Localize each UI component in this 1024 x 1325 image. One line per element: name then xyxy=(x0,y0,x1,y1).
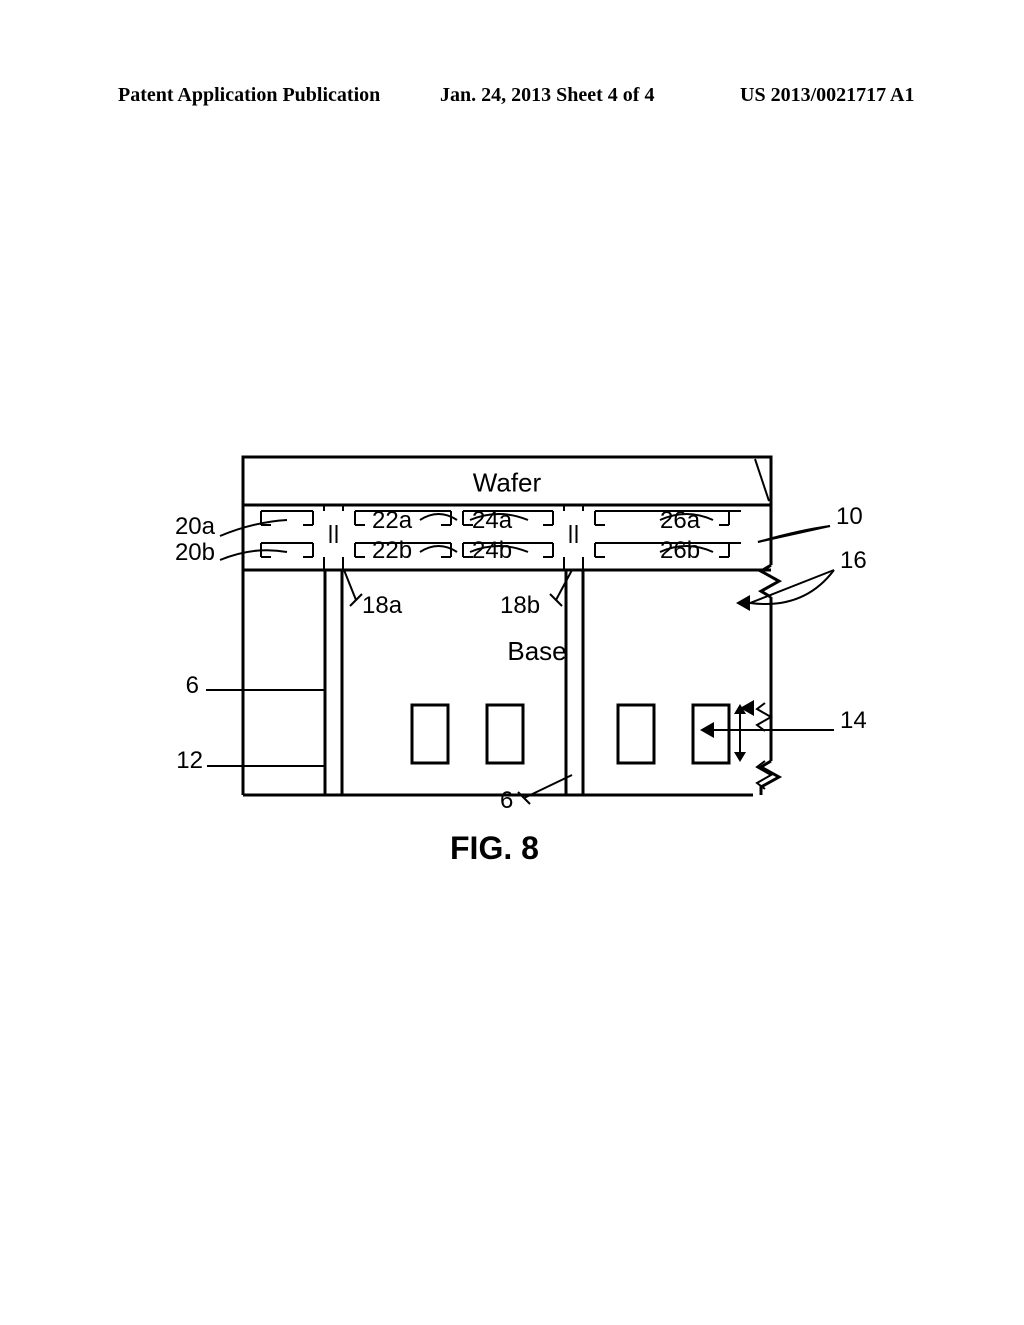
figure-area: WaferBase20a20b22a22b24a24b26a26b18a18b6… xyxy=(0,0,1024,1320)
svg-text:22b: 22b xyxy=(372,537,412,564)
svg-text:10: 10 xyxy=(836,503,863,530)
svg-text:18a: 18a xyxy=(362,592,403,619)
svg-text:Base: Base xyxy=(507,636,566,666)
svg-text:16: 16 xyxy=(840,547,867,574)
figure-caption: FIG. 8 xyxy=(450,830,539,867)
svg-text:20b: 20b xyxy=(175,539,215,566)
svg-text:6: 6 xyxy=(186,672,199,699)
svg-text:24a: 24a xyxy=(472,507,513,534)
svg-text:24b: 24b xyxy=(472,537,512,564)
svg-text:20a: 20a xyxy=(175,513,216,540)
svg-text:18b: 18b xyxy=(500,592,540,619)
svg-text:22a: 22a xyxy=(372,507,413,534)
svg-text:12: 12 xyxy=(176,747,203,774)
svg-text:14: 14 xyxy=(840,707,867,734)
svg-text:26a: 26a xyxy=(660,507,701,534)
svg-text:6: 6 xyxy=(500,787,513,814)
svg-text:Wafer: Wafer xyxy=(473,468,542,498)
figure-svg: WaferBase20a20b22a22b24a24b26a26b18a18b6… xyxy=(0,0,1024,1320)
